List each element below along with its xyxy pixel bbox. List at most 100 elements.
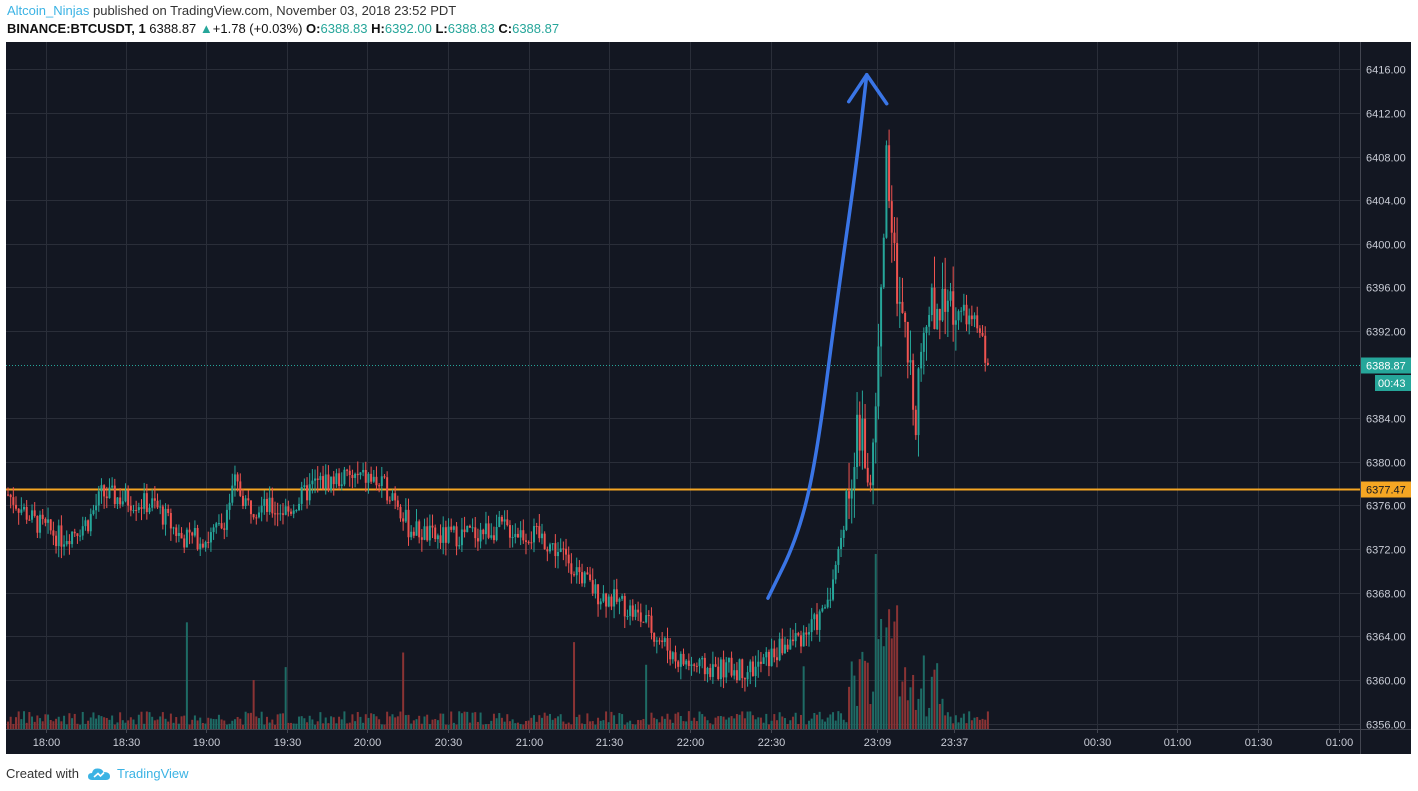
candle-body (156, 500, 159, 508)
candle-body (479, 529, 482, 542)
volume-bar (495, 718, 498, 729)
price-chart[interactable]: 6416.00 6412.00 6408.00 6404.00 6400.00 6396.… (6, 42, 1411, 754)
x-axis[interactable]: 18:00 18:30 19:00 19:30 20:00 20:30 21:00 21:30… (6, 729, 1411, 749)
volume-bar (559, 714, 562, 729)
candle-body (252, 514, 255, 518)
candle-body (682, 653, 685, 665)
volume-bar (468, 722, 471, 729)
volume-bar (124, 722, 127, 729)
volume-bar (474, 712, 477, 729)
volume-bar (818, 711, 821, 729)
author-link[interactable]: Altcoin_Ninjas (7, 3, 90, 18)
candle-body (279, 513, 282, 515)
volume-bar (946, 712, 949, 729)
volume-bar (231, 720, 234, 729)
candle-body (546, 549, 549, 552)
volume-bar (484, 724, 487, 729)
y-tick-label: 6380.00 (1366, 458, 1406, 470)
candle-body (426, 526, 429, 541)
candle-body (394, 493, 397, 501)
candle-body (404, 509, 407, 522)
candle-body (605, 593, 608, 607)
arrow-shaft (766, 72, 869, 600)
volume-bar (60, 721, 63, 729)
candle-body (906, 321, 909, 363)
candle-body (789, 639, 792, 650)
volume-bar (901, 681, 904, 729)
candle-body (225, 509, 228, 530)
candle-body (594, 584, 597, 594)
candle-body (543, 533, 546, 550)
volume-bar (332, 717, 335, 729)
candle-body (263, 498, 266, 506)
candle-body (327, 474, 330, 491)
price-change: +1.78 (+0.03%) (212, 21, 303, 36)
volume-bar (936, 663, 939, 729)
volume-bar (132, 719, 135, 729)
volume-bar (613, 715, 616, 729)
volume-bar (466, 711, 469, 729)
volume-bar (372, 714, 375, 729)
volume-bar (896, 605, 899, 729)
candle-body (431, 525, 434, 528)
tradingview-link[interactable]: TradingView (116, 766, 189, 781)
candle-body (95, 505, 98, 511)
volume-bar (121, 720, 124, 729)
volume-bar (757, 717, 760, 729)
volume-bar (829, 714, 832, 729)
x-tick-label: 23:37 (941, 737, 969, 749)
candle-body (832, 579, 835, 600)
candle-body (650, 615, 653, 633)
volume-bar (797, 723, 800, 729)
candle-body (103, 485, 106, 497)
volume-bar (383, 724, 386, 729)
candle-body (177, 532, 180, 536)
candle-body (500, 516, 503, 522)
volume-bar (482, 724, 485, 729)
volume-bar (204, 723, 207, 729)
candle-body (965, 304, 968, 325)
volume-bar (71, 718, 74, 729)
volume-bar (68, 713, 71, 729)
candle-body (498, 516, 501, 527)
volume-bar (41, 721, 44, 729)
volume-bar (287, 722, 290, 729)
candle-body (204, 542, 207, 548)
candle-body (733, 670, 736, 676)
volume-bar (148, 712, 151, 729)
y-axis[interactable]: 6416.00 6412.00 6408.00 6404.00 6400.00 6396.… (1360, 42, 1411, 754)
candle-body (92, 510, 95, 515)
volume-bar (834, 720, 837, 729)
volume-bar (503, 721, 506, 729)
candle-body (655, 640, 658, 642)
volume-bar (735, 713, 738, 729)
volume-bar (63, 715, 66, 729)
volume-bar (546, 715, 549, 729)
volume-bar (444, 724, 447, 729)
volume-bar (292, 723, 295, 729)
candle-body (717, 666, 720, 680)
volume-bar (207, 717, 210, 729)
volume-bar (605, 711, 608, 729)
candle-body (829, 599, 832, 601)
volume-bar (17, 711, 20, 729)
support-price-tag (1361, 481, 1411, 498)
candle-body (257, 512, 260, 518)
volume-bar (55, 718, 58, 729)
candle-body (247, 498, 250, 501)
chart-canvas[interactable]: 6416.00 6412.00 6408.00 6404.00 6400.00 6396.… (6, 42, 1411, 754)
candle-body (282, 513, 285, 515)
candle-body (869, 482, 872, 486)
tradingview-cloud-icon (87, 767, 110, 780)
volume-bar (554, 718, 557, 729)
candle-body (743, 678, 746, 680)
volume-bar (391, 714, 394, 729)
volume-bar (100, 716, 103, 729)
candle-body (714, 664, 717, 667)
volume-bar (156, 719, 159, 729)
candle-body (746, 672, 749, 680)
volume-bar (201, 722, 204, 729)
candle-body (375, 476, 378, 486)
candle-body (338, 473, 341, 487)
open-label: O: (306, 21, 321, 36)
